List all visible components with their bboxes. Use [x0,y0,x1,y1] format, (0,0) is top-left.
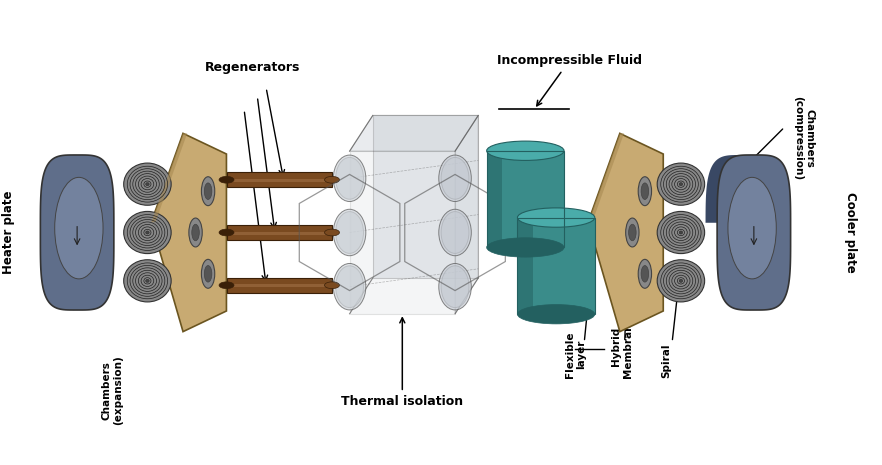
Ellipse shape [325,229,340,236]
Polygon shape [487,151,502,247]
Text: Spiral: Spiral [661,343,671,378]
Polygon shape [349,151,455,314]
Ellipse shape [205,266,212,282]
Text: Chambers
(expansion): Chambers (expansion) [101,356,123,425]
Ellipse shape [438,209,471,256]
Ellipse shape [641,266,648,282]
Ellipse shape [55,177,103,279]
Text: Cooler plate: Cooler plate [844,192,857,273]
Polygon shape [518,218,533,314]
Ellipse shape [201,177,214,206]
Polygon shape [373,115,478,278]
Polygon shape [41,155,114,310]
Ellipse shape [518,305,594,324]
Polygon shape [41,242,86,310]
Ellipse shape [487,141,564,160]
Text: Hybrid
Membrane: Hybrid Membrane [611,315,632,378]
Text: Thermal isolation: Thermal isolation [341,318,463,408]
Ellipse shape [438,155,471,201]
Polygon shape [706,155,751,223]
Polygon shape [227,232,332,235]
Ellipse shape [333,155,366,201]
Text: Regenerators: Regenerators [206,61,301,74]
Ellipse shape [123,163,171,205]
Polygon shape [227,179,332,182]
Ellipse shape [191,224,199,241]
Ellipse shape [219,229,234,236]
Polygon shape [455,115,478,314]
Polygon shape [487,151,564,247]
Ellipse shape [728,177,776,279]
Ellipse shape [629,224,636,241]
Ellipse shape [639,259,652,288]
Polygon shape [227,225,332,240]
Polygon shape [227,285,332,287]
Ellipse shape [219,282,234,289]
Ellipse shape [657,212,705,253]
Ellipse shape [146,231,149,234]
Ellipse shape [333,264,366,310]
Text: Flexible
layer: Flexible layer [564,331,587,378]
Ellipse shape [657,163,705,205]
Ellipse shape [205,183,212,199]
Polygon shape [152,133,227,332]
Polygon shape [152,133,187,222]
Polygon shape [588,133,624,222]
Ellipse shape [325,282,340,289]
Ellipse shape [336,157,363,199]
Ellipse shape [441,212,469,253]
Ellipse shape [325,176,340,183]
Text: Heater plate: Heater plate [2,191,15,274]
Polygon shape [227,278,332,292]
Ellipse shape [201,259,214,288]
Ellipse shape [336,266,363,308]
Ellipse shape [336,212,363,253]
Ellipse shape [189,218,202,247]
Ellipse shape [146,279,149,282]
Ellipse shape [641,183,648,199]
Text: Incompressible Fluid: Incompressible Fluid [497,54,642,106]
Ellipse shape [639,177,652,206]
Ellipse shape [679,231,683,234]
Ellipse shape [333,209,366,256]
Ellipse shape [441,157,469,199]
Ellipse shape [679,279,683,282]
Polygon shape [518,218,594,314]
Ellipse shape [518,208,594,227]
Ellipse shape [657,260,705,302]
Ellipse shape [441,266,469,308]
Polygon shape [717,155,790,310]
Ellipse shape [487,238,564,257]
Ellipse shape [123,212,171,253]
Ellipse shape [123,260,171,302]
Ellipse shape [679,183,683,186]
Polygon shape [349,115,478,151]
Ellipse shape [625,218,639,247]
Polygon shape [588,133,663,332]
Ellipse shape [146,183,149,186]
Ellipse shape [219,176,234,183]
Text: Chambers
(compression): Chambers (compression) [793,96,815,180]
Polygon shape [227,173,332,187]
Ellipse shape [438,264,471,310]
